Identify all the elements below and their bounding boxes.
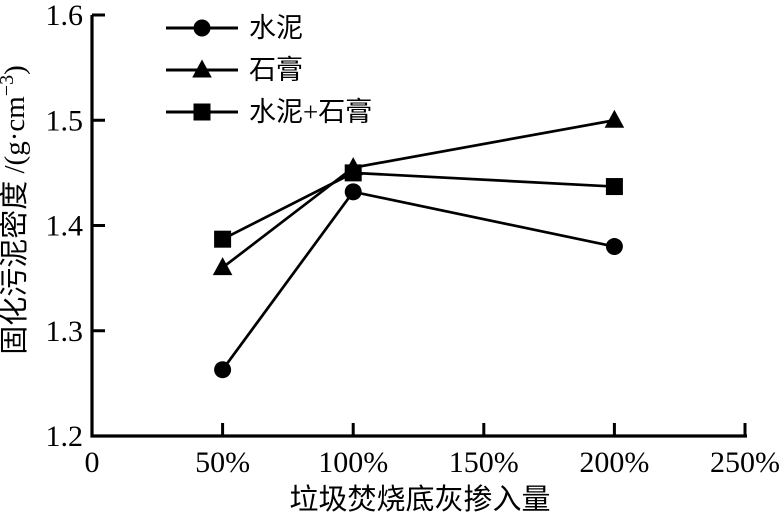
square-marker xyxy=(214,230,232,248)
legend-label: 水泥 xyxy=(249,13,303,43)
triangle-marker xyxy=(192,59,212,78)
x-axis-title: 垃圾焚烧底灰掺入量 xyxy=(289,483,550,516)
y-tick-label: 1.3 xyxy=(46,315,84,348)
series-triangle xyxy=(212,109,625,276)
circle-marker xyxy=(605,238,623,256)
circle-marker xyxy=(344,183,362,201)
circle-marker xyxy=(214,361,232,379)
square-marker xyxy=(193,103,211,121)
x-tick-label: 150% xyxy=(449,446,519,479)
y-tick-label: 1.4 xyxy=(46,210,84,243)
x-tick-label: 100% xyxy=(318,446,388,479)
x-tick-label: 0 xyxy=(85,446,100,479)
triangle-marker xyxy=(604,109,625,128)
y-tick-label: 1.2 xyxy=(46,420,84,453)
series-circle xyxy=(214,183,623,379)
x-tick-label: 50% xyxy=(195,446,250,479)
legend-item: 水泥 xyxy=(166,13,303,43)
circle-marker xyxy=(193,19,211,37)
square-marker xyxy=(344,164,362,182)
legend-item: 石膏 xyxy=(166,55,303,85)
series-line xyxy=(221,190,615,371)
axes xyxy=(90,15,747,438)
x-tick-label: 200% xyxy=(579,446,649,479)
series-line xyxy=(221,118,615,269)
tick-labels: 1.2 1.3 1.4 1.5 1.6 0 50% 100% 150% 200% 250% xyxy=(46,0,781,479)
data-series xyxy=(212,109,625,379)
y-tick-label: 1.5 xyxy=(46,104,84,137)
legend-label: 石膏 xyxy=(249,55,303,85)
triangle-marker xyxy=(212,257,233,276)
square-marker xyxy=(605,178,623,196)
legend-label: 水泥+石膏 xyxy=(249,97,372,127)
y-tick-label: 1.6 xyxy=(46,0,84,32)
series-square xyxy=(214,164,623,248)
x-tick-label: 250% xyxy=(710,446,780,479)
y-axis-title: 固化污泥密度 /(g·cm−3) xyxy=(0,65,31,355)
axis-ticks xyxy=(92,13,747,436)
axis-spine xyxy=(90,15,747,438)
legend-item: 水泥+石膏 xyxy=(166,97,372,127)
